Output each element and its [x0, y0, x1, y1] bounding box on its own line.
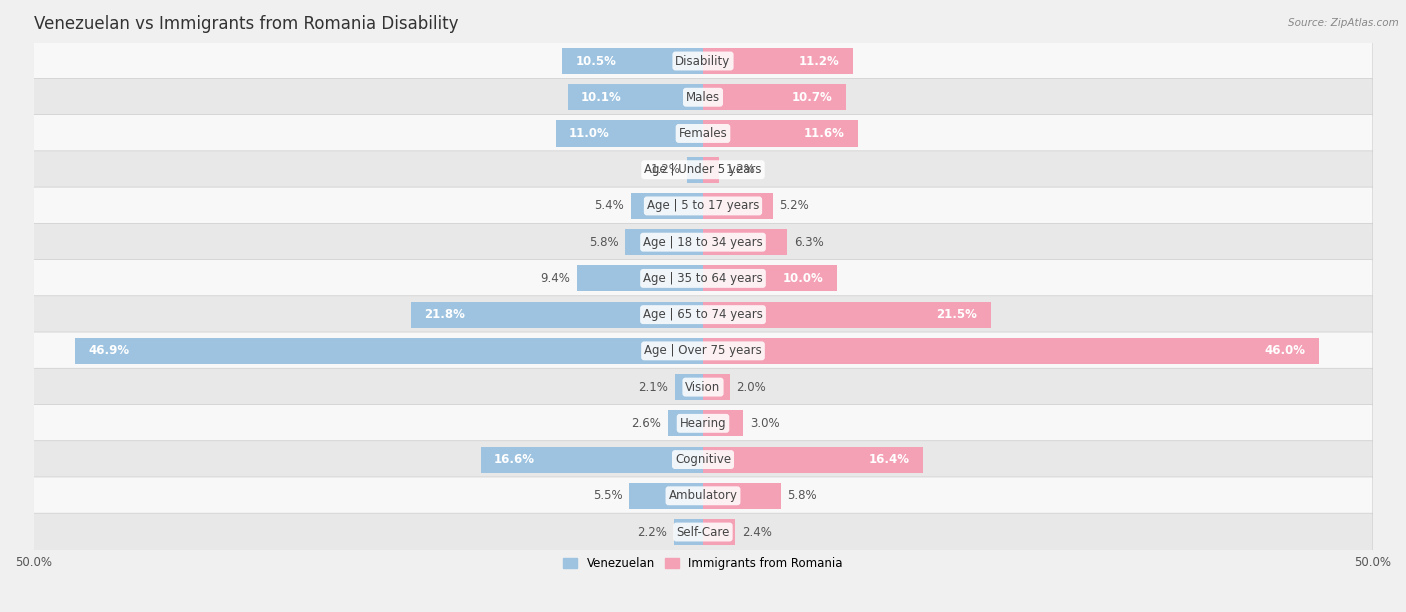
Text: 1.2%: 1.2%: [651, 163, 681, 176]
Text: 11.2%: 11.2%: [799, 54, 839, 67]
Text: 46.9%: 46.9%: [89, 345, 129, 357]
FancyBboxPatch shape: [34, 78, 1372, 116]
Text: 16.6%: 16.6%: [494, 453, 536, 466]
Text: 10.0%: 10.0%: [783, 272, 824, 285]
FancyBboxPatch shape: [34, 114, 1372, 152]
Bar: [411, 302, 703, 327]
Bar: [668, 410, 703, 436]
Bar: [568, 84, 703, 110]
Text: Source: ZipAtlas.com: Source: ZipAtlas.com: [1288, 18, 1399, 28]
Text: 46.0%: 46.0%: [1264, 345, 1306, 357]
FancyBboxPatch shape: [34, 296, 1372, 334]
Text: 2.6%: 2.6%: [631, 417, 661, 430]
Bar: [481, 447, 703, 472]
Text: Vision: Vision: [685, 381, 721, 394]
Bar: [703, 48, 853, 74]
Text: Age | 18 to 34 years: Age | 18 to 34 years: [643, 236, 763, 248]
Text: Age | 5 to 17 years: Age | 5 to 17 years: [647, 200, 759, 212]
Legend: Venezuelan, Immigrants from Romania: Venezuelan, Immigrants from Romania: [558, 552, 848, 575]
Text: 2.1%: 2.1%: [638, 381, 668, 394]
FancyBboxPatch shape: [34, 441, 1372, 479]
Bar: [675, 374, 703, 400]
Text: Disability: Disability: [675, 54, 731, 67]
Text: 5.4%: 5.4%: [595, 200, 624, 212]
FancyBboxPatch shape: [34, 42, 1372, 80]
Text: Hearing: Hearing: [679, 417, 727, 430]
Bar: [703, 157, 718, 183]
FancyBboxPatch shape: [34, 332, 1372, 370]
Bar: [703, 229, 787, 255]
Bar: [688, 157, 703, 183]
Bar: [703, 447, 922, 472]
Bar: [703, 374, 730, 400]
Text: Age | Over 75 years: Age | Over 75 years: [644, 345, 762, 357]
FancyBboxPatch shape: [34, 405, 1372, 442]
Bar: [703, 302, 991, 327]
Bar: [673, 519, 703, 545]
Bar: [703, 84, 846, 110]
Text: 6.3%: 6.3%: [794, 236, 824, 248]
Text: 5.5%: 5.5%: [593, 490, 623, 502]
Text: 2.4%: 2.4%: [742, 526, 772, 539]
Bar: [576, 266, 703, 291]
FancyBboxPatch shape: [34, 513, 1372, 551]
Bar: [631, 193, 703, 219]
Text: 5.8%: 5.8%: [787, 490, 817, 502]
Text: 10.1%: 10.1%: [581, 91, 621, 104]
Text: Females: Females: [679, 127, 727, 140]
Text: 2.0%: 2.0%: [737, 381, 766, 394]
Text: 3.0%: 3.0%: [749, 417, 779, 430]
Text: 21.8%: 21.8%: [425, 308, 465, 321]
Bar: [703, 410, 744, 436]
Bar: [703, 121, 858, 146]
Text: 16.4%: 16.4%: [869, 453, 910, 466]
Text: Age | 65 to 74 years: Age | 65 to 74 years: [643, 308, 763, 321]
Bar: [75, 338, 703, 364]
FancyBboxPatch shape: [34, 151, 1372, 188]
FancyBboxPatch shape: [34, 223, 1372, 261]
Text: 9.4%: 9.4%: [540, 272, 571, 285]
Text: 11.0%: 11.0%: [569, 127, 610, 140]
FancyBboxPatch shape: [34, 187, 1372, 225]
Bar: [703, 483, 780, 509]
FancyBboxPatch shape: [34, 259, 1372, 297]
Text: 1.2%: 1.2%: [725, 163, 755, 176]
Bar: [626, 229, 703, 255]
Text: Ambulatory: Ambulatory: [668, 490, 738, 502]
Text: Males: Males: [686, 91, 720, 104]
FancyBboxPatch shape: [34, 368, 1372, 406]
Text: 5.2%: 5.2%: [779, 200, 808, 212]
Bar: [630, 483, 703, 509]
Bar: [555, 121, 703, 146]
Text: 10.5%: 10.5%: [576, 54, 617, 67]
Text: 10.7%: 10.7%: [792, 91, 832, 104]
Text: Self-Care: Self-Care: [676, 526, 730, 539]
Text: 2.2%: 2.2%: [637, 526, 666, 539]
FancyBboxPatch shape: [34, 477, 1372, 515]
Bar: [703, 338, 1319, 364]
Text: Age | Under 5 years: Age | Under 5 years: [644, 163, 762, 176]
Text: Age | 35 to 64 years: Age | 35 to 64 years: [643, 272, 763, 285]
Text: 21.5%: 21.5%: [936, 308, 977, 321]
Bar: [562, 48, 703, 74]
Text: 11.6%: 11.6%: [804, 127, 845, 140]
Text: Venezuelan vs Immigrants from Romania Disability: Venezuelan vs Immigrants from Romania Di…: [34, 15, 458, 33]
Bar: [703, 266, 837, 291]
Text: Cognitive: Cognitive: [675, 453, 731, 466]
Bar: [703, 193, 773, 219]
Text: 5.8%: 5.8%: [589, 236, 619, 248]
Bar: [703, 519, 735, 545]
